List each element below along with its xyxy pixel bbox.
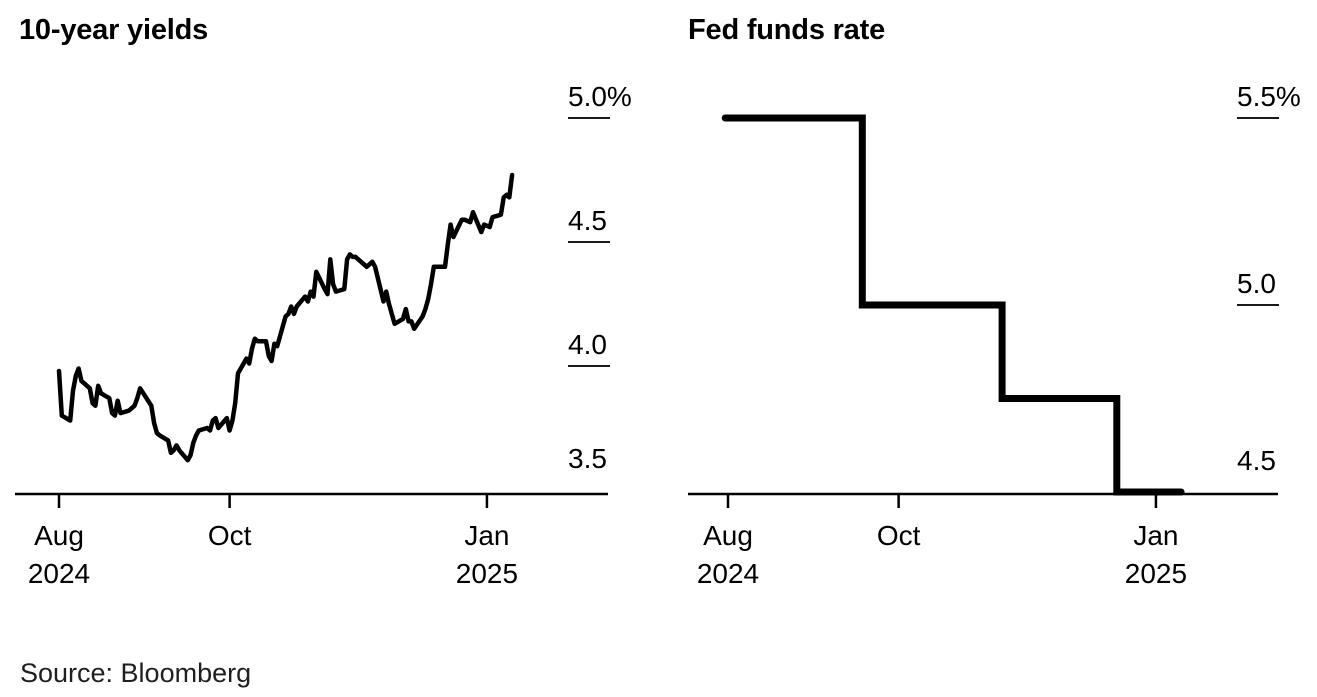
- data-line-fed-funds: [721, 114, 1185, 496]
- x-axis-year-label: 2025: [456, 558, 518, 589]
- chart-title-10-year-yields: 10-year yields: [19, 14, 209, 46]
- y-axis-tick-label: 5.5%: [1237, 81, 1301, 112]
- x-axis-year-label: 2024: [28, 558, 90, 589]
- y-axis-tick-label: 4.0: [568, 329, 607, 360]
- x-axis-year-label: 2025: [1125, 558, 1187, 589]
- x-axis-month-label: Aug: [703, 520, 753, 551]
- x-axis-month-label: Jan: [1133, 520, 1178, 551]
- x-axis-month-label: Oct: [208, 520, 252, 551]
- chart-title-fed-funds-rate: Fed funds rate: [688, 14, 885, 46]
- y-axis-tick-label: 5.0: [1237, 268, 1276, 299]
- x-axis-month-label: Aug: [34, 520, 84, 551]
- y-axis-tick-label: 4.5: [568, 205, 607, 236]
- x-axis-month-label: Jan: [464, 520, 509, 551]
- source-attribution: Source: Bloomberg: [20, 658, 252, 688]
- y-axis-tick-label: 5.0%: [568, 81, 632, 112]
- x-axis-month-label: Oct: [877, 520, 921, 551]
- x-axis-year-label: 2024: [697, 558, 759, 589]
- fed-funds-rate-chart: 5.5% 5.0 4.5 Aug 2024 Oct Jan 2025: [688, 81, 1301, 589]
- y-axis-tick-label: 4.5: [1237, 445, 1276, 476]
- y-axis-tick-label: 3.5: [568, 443, 607, 474]
- ten-year-yields-chart: 5.0% 4.5 4.0 3.5 Aug 2024 Oct Jan 2025: [15, 81, 632, 589]
- data-line-ten-year-yield: [56, 172, 515, 463]
